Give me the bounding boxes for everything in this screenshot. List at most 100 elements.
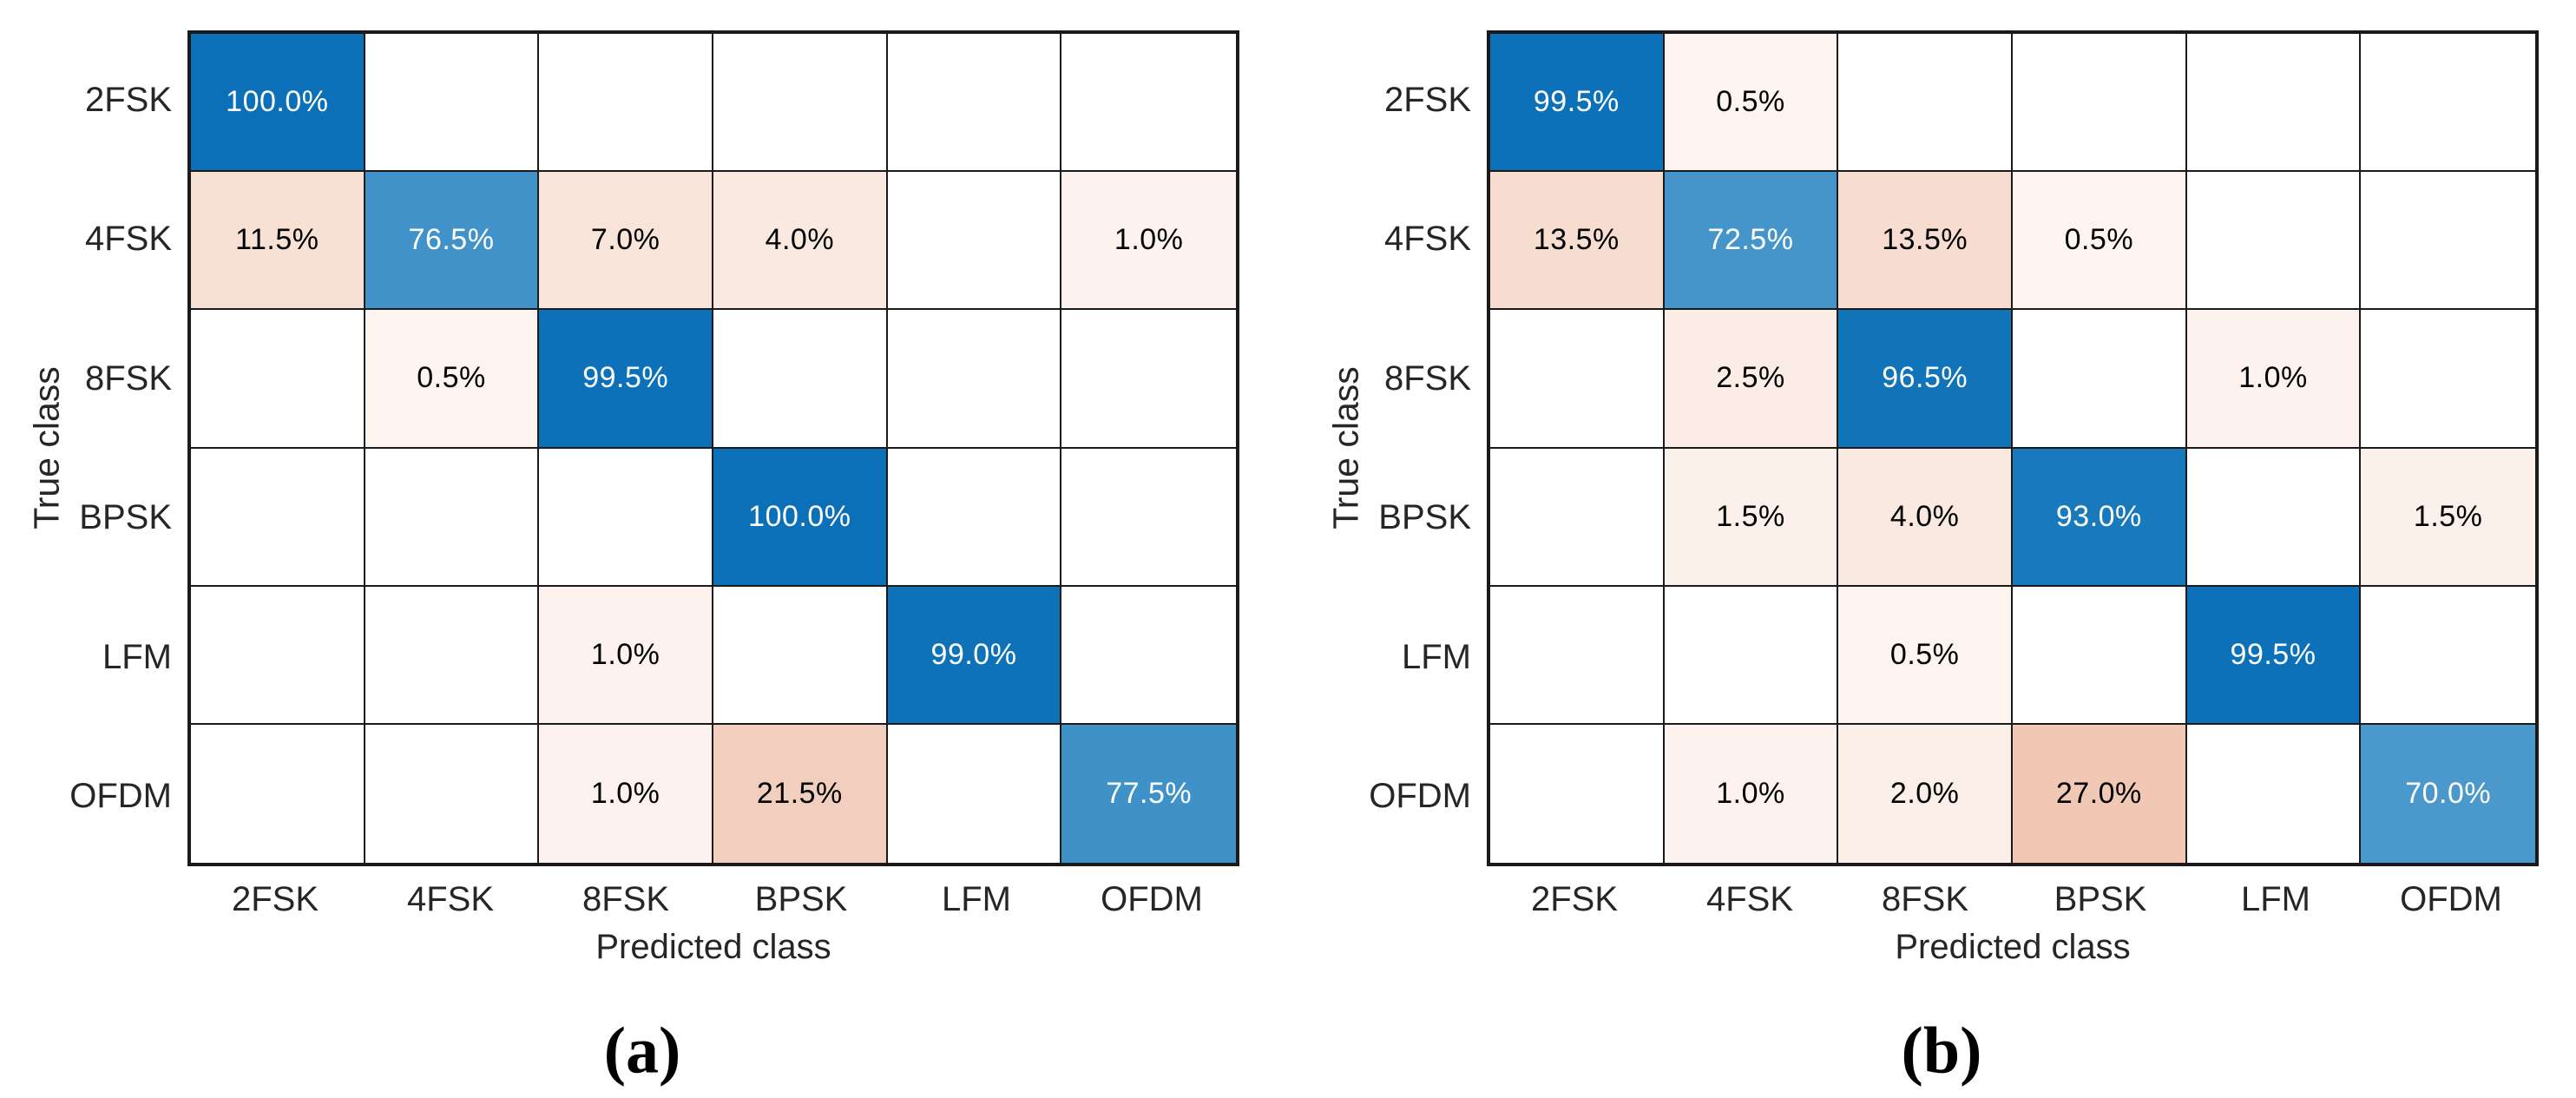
matrix-cell — [1838, 34, 2013, 173]
matrix-cell — [191, 724, 365, 863]
matrix-cell — [887, 448, 1062, 587]
matrix-cell — [365, 724, 540, 863]
matrix-cell: 1.0% — [539, 586, 713, 725]
matrix-cell — [1490, 448, 1665, 587]
x-tick-label: 8FSK — [1881, 879, 1969, 918]
y-tick-label: 2FSK — [1383, 80, 1471, 119]
matrix-cell: 77.5% — [1061, 724, 1236, 863]
matrix-grid: 99.5% 0.5% 13.5% 72.5% 13.5% 0.5% 2.5% 96.5% 1.0… — [1487, 30, 2539, 866]
cell-value: 13.5% — [1882, 223, 1968, 257]
y-axis-ticks: 2FSK 4FSK 8FSK BPSK LFM OFDM — [0, 30, 172, 866]
matrix-cell: 99.0% — [887, 586, 1062, 725]
cell-value: 1.5% — [2413, 499, 2483, 533]
cell-value: 11.5% — [235, 223, 319, 257]
matrix-cell — [2013, 34, 2187, 173]
cell-value: 1.0% — [2238, 361, 2308, 395]
matrix-cell — [1490, 724, 1665, 863]
x-tick-label: 8FSK — [582, 879, 670, 918]
cell-value: 99.5% — [582, 361, 669, 395]
x-tick-label: BPSK — [2054, 879, 2147, 918]
matrix-cell — [2186, 724, 2362, 863]
cell-value: 1.0% — [590, 637, 660, 671]
x-tick-label: LFM — [2241, 879, 2310, 918]
matrix-cell — [2361, 586, 2535, 725]
y-tick-label: BPSK — [79, 498, 172, 537]
cell-value: 1.5% — [1716, 499, 1785, 533]
matrix-cell: 1.0% — [2186, 310, 2362, 449]
matrix-cell: 2.5% — [1664, 310, 1839, 449]
matrix-cell — [539, 448, 713, 587]
matrix-cell — [191, 310, 365, 449]
y-tick-label: 8FSK — [1383, 358, 1471, 398]
y-axis-ticks: 2FSK 4FSK 8FSK BPSK LFM OFDM — [1299, 30, 1471, 866]
cell-value: 96.5% — [1882, 361, 1968, 395]
cell-value: 99.0% — [930, 637, 1017, 671]
matrix-cell — [365, 586, 540, 725]
cell-value: 7.0% — [590, 223, 660, 257]
matrix-cell — [1061, 34, 1236, 173]
x-tick-label: 2FSK — [1530, 879, 1619, 918]
matrix-cell: 11.5% — [191, 172, 365, 311]
matrix-cell: 1.0% — [1664, 724, 1839, 863]
y-tick-label: BPSK — [1378, 498, 1471, 537]
matrix-cell: 100.0% — [713, 448, 888, 587]
cell-value: 1.0% — [1716, 776, 1785, 810]
cell-value: 99.5% — [1533, 85, 1620, 119]
matrix-cell — [539, 34, 713, 173]
matrix-cell: 2.0% — [1838, 724, 2013, 863]
subfigure-caption: (b) — [1901, 1014, 1982, 1088]
matrix-cell — [2361, 310, 2535, 449]
matrix-cell — [1061, 448, 1236, 587]
cell-value: 70.0% — [2405, 776, 2492, 810]
matrix-cell: 13.5% — [1838, 172, 2013, 311]
cell-value: 27.0% — [2055, 776, 2142, 810]
matrix-cell — [887, 34, 1062, 173]
y-tick-label: OFDM — [1369, 777, 1471, 816]
cell-value: 0.5% — [1889, 637, 1960, 671]
matrix-cell: 0.5% — [2013, 172, 2187, 311]
matrix-cell: 96.5% — [1838, 310, 2013, 449]
x-tick-label: BPSK — [754, 879, 848, 918]
confusion-matrix-panel-a: True class 2FSK 4FSK 8FSK BPSK LFM OFDM 100.0… — [0, 0, 1277, 1098]
x-axis-ticks: 2FSK 4FSK 8FSK BPSK LFM OFDM — [1487, 875, 2539, 924]
x-tick-label: 4FSK — [406, 879, 495, 918]
y-tick-label: LFM — [102, 637, 172, 676]
cell-value: 100.0% — [748, 499, 851, 533]
matrix-cell: 1.5% — [1664, 448, 1839, 587]
matrix-cell: 93.0% — [2013, 448, 2187, 587]
matrix-cell — [365, 448, 540, 587]
matrix-cell: 0.5% — [1664, 34, 1839, 173]
cell-value: 2.0% — [1889, 776, 1960, 810]
matrix-cell — [1490, 586, 1665, 725]
matrix-cell — [2361, 34, 2535, 173]
cell-value: 1.0% — [1114, 223, 1184, 257]
cell-value: 21.5% — [756, 776, 843, 810]
cell-value: 4.0% — [1889, 499, 1960, 533]
matrix-cell: 99.5% — [539, 310, 713, 449]
cell-value: 0.5% — [2064, 223, 2134, 257]
cell-value: 0.5% — [417, 361, 486, 395]
cell-value: 4.0% — [765, 223, 835, 257]
cell-value: 13.5% — [1533, 223, 1620, 257]
cell-value: 2.5% — [1716, 361, 1785, 395]
cell-value: 93.0% — [2055, 499, 2142, 533]
cell-value: 72.5% — [1707, 223, 1794, 257]
matrix-cell: 7.0% — [539, 172, 713, 311]
matrix-cell — [2186, 172, 2362, 311]
cell-value: 77.5% — [1106, 776, 1193, 810]
matrix-cell — [887, 724, 1062, 863]
y-tick-label: 4FSK — [84, 220, 172, 259]
x-tick-label: 4FSK — [1705, 879, 1794, 918]
matrix-cell — [2186, 34, 2362, 173]
matrix-cell: 1.5% — [2361, 448, 2535, 587]
matrix-cell — [2361, 172, 2535, 311]
cell-value: 76.5% — [408, 223, 495, 257]
x-tick-label: OFDM — [1101, 879, 1203, 918]
matrix-cell: 13.5% — [1490, 172, 1665, 311]
y-tick-label: OFDM — [69, 777, 172, 816]
x-tick-label: 2FSK — [231, 879, 319, 918]
matrix-cell: 99.5% — [2186, 586, 2362, 725]
matrix-cell: 76.5% — [365, 172, 540, 311]
matrix-cell — [191, 586, 365, 725]
x-axis-label: Predicted class — [595, 927, 831, 966]
